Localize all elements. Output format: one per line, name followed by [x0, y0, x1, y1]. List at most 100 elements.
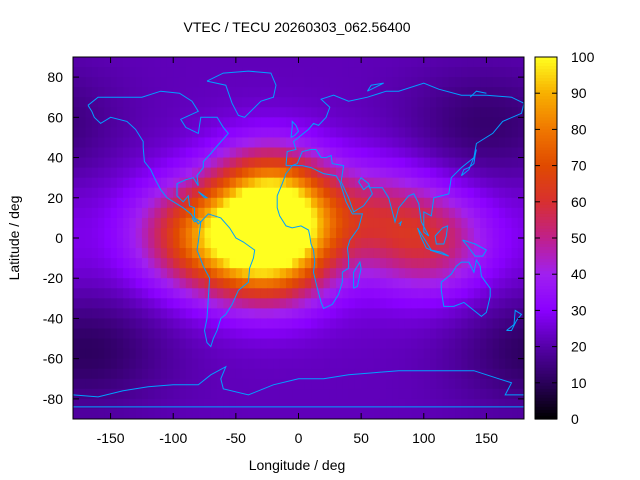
- heat-cell: [367, 117, 375, 128]
- heat-cell: [204, 268, 212, 279]
- heat-cell: [304, 67, 312, 78]
- heat-cell: [116, 137, 124, 149]
- heat-cell: [317, 398, 325, 410]
- heat-cell: [486, 258, 494, 269]
- heat-cell: [448, 368, 456, 380]
- heat-cell: [336, 288, 343, 299]
- heat-cell: [154, 117, 162, 128]
- heat-cell: [373, 177, 381, 189]
- heat-cell: [473, 248, 481, 259]
- heat-cell: [367, 378, 375, 390]
- heat-cell: [98, 77, 105, 88]
- colorbar-cell: [535, 277, 557, 281]
- heat-cell: [85, 328, 93, 340]
- heat-cell: [354, 87, 362, 98]
- colorbar-cell: [535, 126, 557, 130]
- heat-cell: [104, 87, 112, 98]
- heat-cell: [160, 217, 168, 229]
- heat-cell: [373, 248, 381, 259]
- heat-cell: [248, 227, 256, 239]
- heat-cell: [455, 398, 462, 410]
- heat-cell: [417, 87, 425, 98]
- heat-cell: [223, 127, 231, 139]
- heat-cell: [98, 147, 105, 159]
- heat-cell: [254, 87, 262, 98]
- heat-cell: [386, 87, 394, 98]
- heat-cell: [85, 127, 93, 139]
- heat-cell: [217, 187, 224, 199]
- heat-cell: [273, 308, 281, 320]
- heat-cell: [160, 388, 168, 400]
- heat-cell: [198, 278, 206, 289]
- heat-cell: [73, 197, 80, 209]
- heat-cell: [73, 77, 80, 88]
- heat-cell: [79, 227, 87, 239]
- heat-cell: [248, 408, 256, 419]
- heat-cell: [110, 77, 118, 88]
- heat-cell: [254, 348, 262, 360]
- colorbar-cell: [535, 346, 557, 351]
- heat-cell: [304, 87, 312, 98]
- colorbar-cell: [535, 406, 557, 411]
- heat-cell: [430, 167, 437, 179]
- heat-cell: [279, 77, 287, 88]
- heat-cell: [123, 197, 130, 209]
- heat-cell: [135, 187, 143, 199]
- colorbar-cell: [535, 120, 557, 124]
- heat-cell: [323, 258, 331, 269]
- heat-cell: [254, 368, 262, 380]
- heat-cell: [361, 57, 368, 68]
- heat-cell: [417, 97, 425, 108]
- heat-cell: [173, 398, 181, 410]
- heat-cell: [505, 248, 513, 259]
- heat-cell: [123, 368, 130, 380]
- heat-cell: [379, 77, 387, 88]
- heat-cell: [273, 318, 281, 330]
- heat-cell: [110, 318, 118, 330]
- heat-cell: [442, 398, 450, 410]
- heat-cell: [304, 77, 312, 88]
- heat-cell: [135, 268, 143, 279]
- heat-cell: [223, 408, 231, 419]
- heat-cell: [192, 368, 199, 380]
- heat-cell: [423, 137, 431, 149]
- heat-cell: [348, 167, 356, 179]
- heat-cell: [223, 238, 231, 249]
- heat-cell: [73, 157, 80, 169]
- heat-cell: [179, 127, 187, 139]
- heat-cell: [517, 238, 524, 249]
- heat-cell: [511, 268, 519, 279]
- heat-cell: [223, 117, 231, 128]
- heat-cell: [116, 318, 124, 330]
- heat-cell: [448, 248, 456, 259]
- heat-cell: [104, 107, 112, 118]
- heat-cell: [436, 127, 444, 139]
- heat-cell: [480, 408, 488, 419]
- heat-cell: [192, 57, 199, 68]
- heat-cell: [235, 258, 243, 269]
- heat-cell: [486, 97, 494, 108]
- heat-cell: [129, 117, 137, 128]
- heat-cell: [98, 107, 105, 118]
- heat-cell: [498, 398, 506, 410]
- heat-cell: [148, 187, 156, 199]
- heat-cell: [141, 358, 149, 370]
- heat-cell: [392, 147, 400, 159]
- heat-cell: [442, 127, 450, 139]
- heat-cell: [135, 107, 143, 118]
- heat-cell: [430, 248, 437, 259]
- heat-cell: [505, 77, 513, 88]
- heat-cell: [204, 157, 212, 169]
- heat-cell: [498, 97, 506, 108]
- colorbar-cell: [535, 231, 557, 236]
- heat-cell: [123, 117, 130, 128]
- heat-cell: [436, 77, 444, 88]
- heat-cell: [235, 378, 243, 390]
- coastline: [290, 120, 300, 138]
- heat-cell: [379, 298, 387, 309]
- heat-cell: [279, 388, 287, 400]
- heat-cell: [254, 107, 262, 118]
- heat-cell: [91, 338, 99, 350]
- heat-cell: [292, 87, 300, 98]
- heat-cell: [423, 248, 431, 259]
